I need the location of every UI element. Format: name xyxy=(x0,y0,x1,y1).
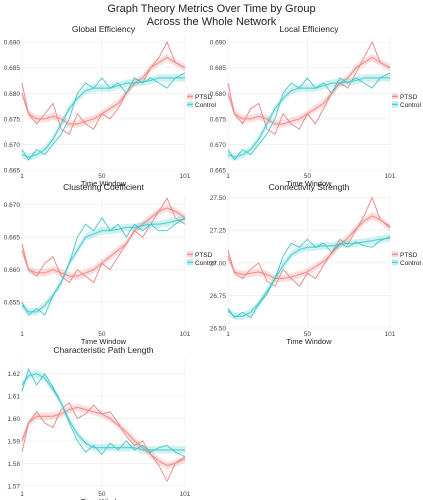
chart-title: Clustering Coefficient xyxy=(63,182,144,192)
x-tick-label: 50 xyxy=(98,331,106,338)
chart-title: Connectivity Strength xyxy=(269,182,350,192)
y-tick-label: 1.61 xyxy=(7,394,20,401)
y-tick-label: 0.670 xyxy=(210,142,227,149)
series-band-ptsd xyxy=(228,212,390,283)
series-smooth-control xyxy=(227,77,390,158)
x-tick-label: 50 xyxy=(304,331,312,338)
y-tick-label: 0.665 xyxy=(210,168,227,175)
x-axis-label: Time Window xyxy=(81,179,127,188)
y-tick-label: 0.670 xyxy=(4,142,21,149)
y-tick-label: 0.665 xyxy=(4,235,21,242)
y-tick-label: 0.660 xyxy=(4,267,21,274)
figure-title: Graph Theory Metrics Over Time by Group xyxy=(107,3,316,15)
y-tick-label: 26.50 xyxy=(210,326,227,333)
series-line-ptsd xyxy=(21,197,186,284)
x-axis-label: Time Window xyxy=(81,337,127,346)
series-smooth-control xyxy=(21,218,186,313)
x-tick-label: 101 xyxy=(180,331,191,338)
chart-local-efficiency: Local Efficiency 0.665 0.670 0.675 0.680 0.68… xyxy=(210,24,422,188)
y-tick-label: 27.00 xyxy=(210,260,227,267)
x-axis-label: Time Window xyxy=(286,179,332,188)
series-line-ptsd xyxy=(21,402,186,483)
legend-label-control: Control xyxy=(400,260,422,267)
series-smooth-control xyxy=(227,237,391,317)
chart-title: Global Efficiency xyxy=(72,24,136,34)
x-tick-label: 101 xyxy=(385,173,396,180)
series-band-ptsd xyxy=(228,53,390,128)
series-band-control xyxy=(228,74,390,161)
y-tick-label: 0.675 xyxy=(210,116,227,123)
legend-label-control: Control xyxy=(195,102,217,109)
series-line-ptsd xyxy=(227,41,391,135)
series-band-ptsd xyxy=(22,53,185,128)
x-tick-label: 1 xyxy=(226,173,230,180)
series-smooth-control xyxy=(21,373,185,451)
legend-label-ptsd: PTSD xyxy=(195,252,213,259)
plot-area xyxy=(22,358,185,488)
x-tick-label: 1 xyxy=(20,173,24,180)
y-tick-label: 0.680 xyxy=(210,91,227,98)
y-tick-label: 1.60 xyxy=(7,416,20,423)
chart-title: Local Efficiency xyxy=(280,24,340,34)
y-tick-label: 1.58 xyxy=(7,461,20,468)
y-tick-label: 27.25 xyxy=(210,228,227,235)
series-band-control xyxy=(22,74,185,161)
series-line-ptsd xyxy=(227,196,391,287)
series-band-ptsd xyxy=(22,403,185,470)
series-band-control xyxy=(22,215,185,316)
y-tick-label: 0.690 xyxy=(210,40,227,47)
chart-clustering-coefficient: Clustering Coefficient 0.655 0.660 0.665 0.6… xyxy=(4,182,217,346)
y-tick-label: 0.655 xyxy=(4,300,21,307)
series-line-ptsd xyxy=(21,41,186,135)
x-tick-label: 1 xyxy=(20,491,24,498)
y-tick-label: 1.59 xyxy=(7,438,20,445)
legend-label-control: Control xyxy=(400,102,422,109)
legend-label-ptsd: PTSD xyxy=(400,94,418,101)
y-tick-label: 0.665 xyxy=(4,168,21,175)
x-tick-label: 50 xyxy=(98,173,106,180)
chart-connectivity-strength: Connectivity Strength 26.50 26.75 27.00 27.2… xyxy=(210,182,422,346)
y-tick-label: 26.75 xyxy=(210,293,227,300)
y-tick-label: 27.50 xyxy=(210,195,227,202)
x-tick-label: 1 xyxy=(20,331,24,338)
x-axis-label: Time Window xyxy=(286,337,332,346)
x-tick-label: 50 xyxy=(98,491,106,498)
series-line-control xyxy=(227,72,391,161)
series-smooth-control xyxy=(21,77,185,158)
y-tick-label: 0.670 xyxy=(4,202,21,209)
x-tick-label: 101 xyxy=(180,491,191,498)
x-axis-label: Time Window xyxy=(81,497,127,500)
figure-subtitle: Across the Whole Network xyxy=(146,16,277,28)
y-tick-label: 1.57 xyxy=(7,483,20,490)
y-tick-label: 1.62 xyxy=(7,371,20,378)
series-band-control xyxy=(228,234,390,320)
y-tick-label: 0.685 xyxy=(210,65,227,72)
legend-label-ptsd: PTSD xyxy=(195,94,213,101)
y-tick-label: 0.685 xyxy=(4,65,21,72)
series-line-control xyxy=(227,236,391,319)
series-line-control xyxy=(21,72,186,161)
x-tick-label: 101 xyxy=(385,331,396,338)
chart-global-efficiency: Global Efficiency 0.665 0.670 0.675 0.680 0.6… xyxy=(4,24,217,188)
y-tick-label: 0.675 xyxy=(4,116,21,123)
y-tick-label: 0.690 xyxy=(4,40,21,47)
legend-label-ptsd: PTSD xyxy=(400,252,418,259)
series-smooth-ptsd xyxy=(227,215,391,280)
legend-label-control: Control xyxy=(195,260,217,267)
x-tick-label: 1 xyxy=(226,331,230,338)
chart-title: Characteristic Path Length xyxy=(53,345,153,355)
x-tick-label: 101 xyxy=(180,173,191,180)
chart-characteristic-path-length: Characteristic Path Length 1.57 1.58 1.59 1.… xyxy=(7,345,190,500)
y-tick-label: 0.680 xyxy=(4,91,21,98)
series-line-control xyxy=(21,368,186,458)
x-tick-label: 50 xyxy=(304,173,312,180)
series-line-control xyxy=(21,216,186,316)
